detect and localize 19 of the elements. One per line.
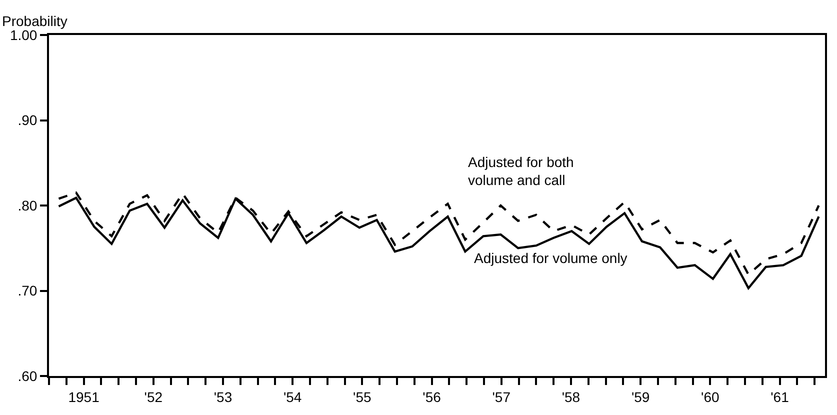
x-tick-label: '57 — [492, 388, 511, 405]
annotation: Adjusted for volume only — [474, 250, 628, 266]
y-tick-label: .90 — [18, 112, 38, 128]
y-tick-label: .80 — [18, 197, 38, 214]
x-tick-label: '58 — [562, 388, 580, 405]
x-tick-label: '54 — [283, 388, 302, 405]
x-tick-label: '53 — [214, 388, 232, 405]
y-axis-title: Probability — [2, 13, 68, 29]
annotation: Adjusted for both volume and call — [468, 154, 574, 188]
x-tick-label: '56 — [422, 388, 442, 405]
y-tick-label: .60 — [18, 368, 38, 384]
x-tick-label: '61 — [770, 388, 790, 405]
x-tick-label: '52 — [144, 388, 163, 405]
y-tick-label: .70 — [18, 282, 38, 299]
x-tick-label: 1951 — [68, 388, 100, 405]
y-tick-label: 1.00 — [10, 26, 38, 43]
x-tick-label: '59 — [631, 388, 650, 405]
x-tick-label: '60 — [701, 388, 720, 405]
x-tick-label: '55 — [353, 388, 372, 405]
